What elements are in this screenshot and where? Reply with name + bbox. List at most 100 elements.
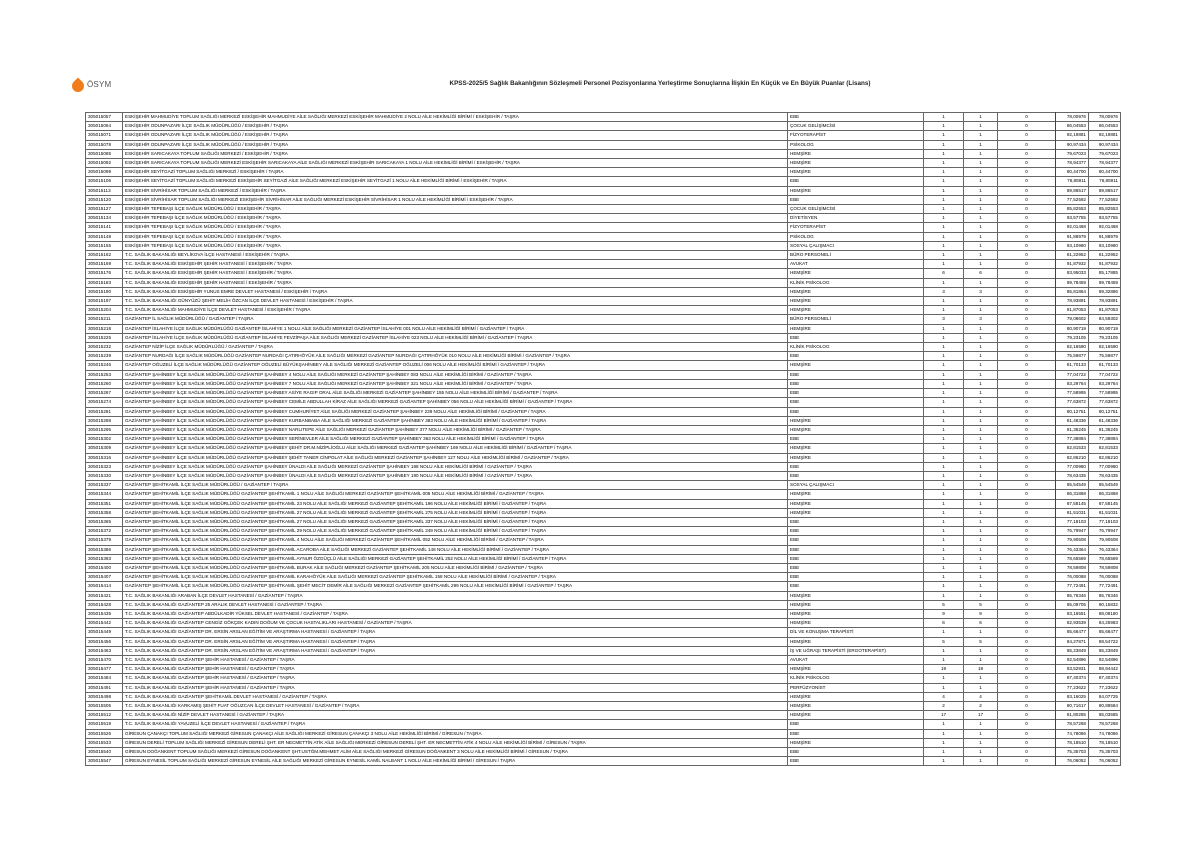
table-row: 305015120 ESKİŞEHİR SİVRİHİSAR TOPLUM SAĞ… [85, 194, 1121, 206]
title-cell: KLİNİK PSİKOLOG [787, 673, 924, 684]
title-cell: PSİKOLOG [787, 231, 924, 242]
title-cell: EBE [787, 461, 924, 472]
min-score-cell: 78,59808 [1055, 562, 1089, 574]
table-row: 305015071 ESKİŞEHİR ODUNPAZARI İLÇE SAĞLI… [85, 130, 1121, 141]
max-score-cell: 81,51031 [1088, 507, 1121, 518]
placed-cell: 1 [963, 719, 998, 730]
max-score-cell: 93,10980 [1088, 240, 1121, 252]
placed-cell: 1 [963, 397, 998, 408]
position-code-cell: 305015372 [85, 526, 123, 537]
position-code-cell: 305015071 [85, 130, 123, 141]
table-row: 305015470 T.C. SAĞLIK BAKANLIĞI GAZİANTEP… [85, 654, 1121, 666]
position-code-cell: 305015400 [85, 562, 123, 574]
quota-cell: 1 [923, 461, 964, 472]
placed-cell: 1 [963, 544, 998, 555]
max-score-cell: 85,03585 [1088, 710, 1121, 721]
quota-cell: 1 [923, 553, 964, 564]
position-code-cell: 305015547 [85, 756, 123, 767]
placed-cell: 6 [963, 268, 998, 279]
quota-cell: 1 [923, 415, 964, 426]
title-cell: EBE [787, 526, 924, 537]
title-cell: HEMŞİRE [787, 415, 924, 426]
table-row: 305015225 GAZİANTEP İSLAHİYE İLÇE SAĞLIK … [85, 332, 1121, 344]
title-cell: BÜRO PERSONELİ [787, 250, 924, 261]
table-row: 305015064 ESKİŞEHİR ODUNPAZARI İLÇE SAĞLI… [85, 121, 1121, 132]
table-row: 305015540 GİRESUN DOĞANKENT TOPLUM SAĞLIĞ… [85, 747, 1121, 758]
placed-cell: 1 [963, 434, 998, 445]
max-score-cell: 74,78086 [1088, 728, 1121, 739]
title-cell: HEMŞİRE [787, 443, 924, 454]
vacant-cell: 0 [997, 700, 1056, 712]
table-row: 305015232 GAZİANTEP NİZİP İLÇE SAĞLIK MÜD… [85, 342, 1121, 353]
position-code-cell: 305015078 [85, 139, 123, 150]
placed-cell: 1 [963, 737, 998, 749]
institution-cell: ESKİŞEHİR SEYİTGAZİ TOPLUM SAĞLIĞI MERKE… [122, 176, 788, 187]
title-cell: ÇOCUK GELİŞİMCİSİ [787, 204, 924, 215]
quota-cell: 1 [923, 121, 964, 132]
max-score-cell: 88,54722 [1088, 636, 1121, 647]
max-score-cell: 81,48336 [1088, 415, 1121, 426]
institution-cell: GİRESUN EYNESİL TOPLUM SAĞLIĞI MERKEZİ G… [122, 756, 788, 767]
institution-cell: GAZİANTEP ŞEHİTKAMİL İLÇE SAĞLIK MÜDÜRLÜ… [122, 516, 788, 528]
max-score-cell: 84,59302 [1088, 314, 1121, 325]
position-code-cell: 305015239 [85, 351, 123, 362]
quota-cell: 5 [923, 599, 964, 610]
vacant-cell: 0 [997, 277, 1056, 288]
institution-cell: ESKİŞEHİR TEPEBAŞI İLÇE SAĞLIK MÜDÜRLÜĞÜ… [122, 231, 788, 242]
position-code-cell: 305015190 [85, 286, 123, 298]
placed-cell: 1 [963, 452, 998, 463]
vacant-cell: 0 [997, 682, 1056, 693]
institution-cell: T.C. SAĞLIK BAKANLIĞI KARKAMIŞ ŞEHİT FUA… [122, 700, 788, 712]
min-score-cell: 79,08602 [1055, 314, 1089, 325]
position-code-cell: 305015512 [85, 710, 123, 721]
position-code-cell: 305015379 [85, 535, 123, 546]
placed-cell: 1 [963, 553, 998, 564]
max-score-cell: 81,87053 [1088, 305, 1121, 316]
quota-cell: 3 [923, 314, 964, 325]
quota-cell: 1 [923, 470, 964, 482]
max-score-cell: 78,00976 [1088, 111, 1121, 123]
vacant-cell: 0 [997, 424, 1056, 436]
quota-cell: 1 [923, 572, 964, 583]
position-code-cell: 305015449 [85, 627, 123, 638]
institution-cell: GAZİANTEP ŞAHİNBEY İLÇE SAĞLIK MÜDÜRLÜĞÜ… [122, 443, 788, 454]
institution-cell: GAZİANTEP ŞEHİTKAMİL İLÇE SAĞLIK MÜDÜRLÜ… [122, 581, 788, 592]
institution-cell: GAZİANTEP İL SAĞLIK MÜDÜRLÜĞÜ / GAZİANTE… [122, 314, 788, 325]
position-code-cell: 305015141 [85, 222, 123, 233]
table-row: 305015337 GAZİANTEP ŞEHİTKAMİL İLÇE SAĞLI… [85, 480, 1121, 491]
min-score-cell: 76,43364 [1055, 544, 1089, 555]
position-code-cell: 305015309 [85, 443, 123, 454]
quota-cell: 19 [923, 664, 964, 675]
min-score-cell: 92,54896 [1055, 654, 1089, 666]
max-score-cell: 85,66477 [1088, 627, 1121, 638]
max-score-cell: 82,86210 [1088, 452, 1121, 463]
max-score-cell: 80,89584 [1088, 700, 1121, 712]
placed-cell: 1 [963, 277, 998, 288]
vacant-cell: 0 [997, 314, 1056, 325]
title-cell: DİL VE KONUŞMA TERAPİSTİ [787, 627, 924, 638]
institution-cell: GAZİANTEP OĞUZELİ İLÇE SAĞLIK MÜDÜRLÜĞÜ … [122, 360, 788, 371]
quota-cell: 1 [923, 747, 964, 758]
table-row: 305015246 GAZİANTEP OĞUZELİ İLÇE SAĞLIK M… [85, 360, 1121, 371]
position-code-cell: 305015407 [85, 572, 123, 583]
position-code-cell: 305015134 [85, 213, 123, 224]
title-cell: HEMŞİRE [787, 498, 924, 509]
min-score-cell: 85,23849 [1055, 645, 1089, 656]
title-cell: HEMŞİRE [787, 489, 924, 500]
institution-cell: GAZİANTEP İSLAHİYE İLÇE SAĞLIK MÜDÜRLÜĞÜ… [122, 332, 788, 344]
placed-cell: 1 [963, 581, 998, 592]
table-row: 305015344 GAZİANTEP ŞEHİTKAMİL İLÇE SAĞLI… [85, 489, 1121, 500]
max-score-cell: 86,31868 [1088, 489, 1121, 500]
title-cell: HEMŞİRE [787, 608, 924, 620]
vacant-cell: 0 [997, 452, 1056, 463]
vacant-cell: 0 [997, 627, 1056, 638]
quota-cell: 1 [923, 498, 964, 509]
min-score-cell: 85,66477 [1055, 627, 1089, 638]
table-row: 305015309 GAZİANTEP ŞAHİNBEY İLÇE SAĞLIK … [85, 443, 1121, 454]
placed-cell: 1 [963, 535, 998, 546]
min-score-cell: 84,27871 [1055, 636, 1089, 647]
placed-cell: 4 [963, 691, 998, 703]
max-score-cell: 80,90719 [1088, 323, 1121, 334]
table-row: 305015148 ESKİŞEHİR TEPEBAŞI İLÇE SAĞLIK … [85, 231, 1121, 242]
position-code-cell: 305015477 [85, 664, 123, 675]
